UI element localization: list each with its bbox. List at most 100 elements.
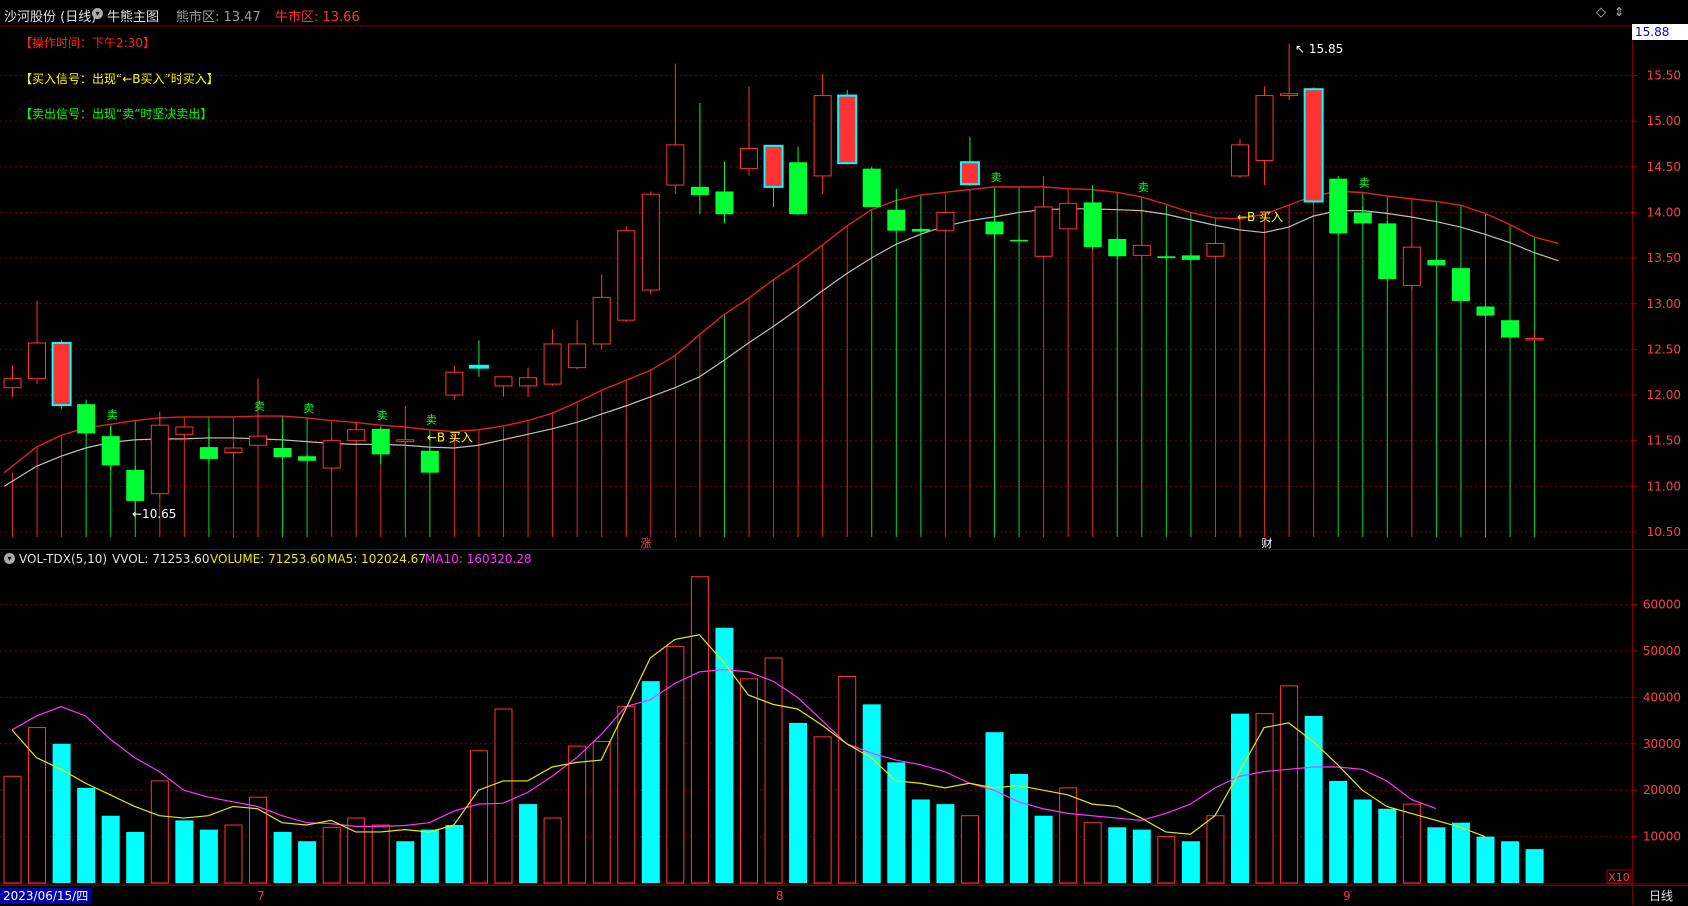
volume-bar — [52, 743, 71, 883]
candle — [494, 376, 513, 397]
candle — [126, 466, 145, 519]
candle-body-highlight — [959, 161, 980, 186]
period-button[interactable]: 日线 — [1632, 887, 1688, 905]
candle — [519, 367, 538, 397]
candle — [1010, 238, 1029, 242]
volume-bar — [1501, 841, 1520, 883]
dropdown-icon[interactable]: ▾ — [92, 8, 103, 19]
volume-bar — [1451, 822, 1470, 883]
volume-bar — [1255, 713, 1274, 884]
candle — [789, 146, 808, 216]
candle-body — [175, 426, 194, 435]
price-tick-label: 15.00 — [1647, 114, 1681, 128]
volume-bar — [175, 820, 194, 883]
volume-bar — [1181, 841, 1200, 883]
sell-marker: 卖 — [107, 408, 118, 421]
candle-body — [936, 211, 955, 232]
volume-tick-label: 20000 — [1643, 783, 1681, 797]
volume-dropdown-icon[interactable]: ▾ — [4, 553, 15, 564]
candle-body-highlight — [468, 364, 489, 369]
month-label-7: 7 — [257, 889, 265, 903]
candle — [959, 136, 980, 186]
volume-bar — [494, 708, 513, 884]
candle — [1501, 319, 1520, 339]
candle-body — [273, 448, 292, 458]
candle-body — [641, 193, 660, 291]
ma10-value: MA10: 160320.28 — [425, 552, 532, 566]
candle — [1451, 267, 1470, 302]
candle-body — [1280, 93, 1299, 97]
volume-bar — [3, 775, 22, 884]
candle — [396, 406, 415, 450]
volume-bar — [347, 817, 366, 884]
candle — [1402, 244, 1421, 291]
buy-marker: ←B 买入 — [427, 430, 473, 444]
volume-indicator-name[interactable]: VOL-TDX(5,10) — [19, 552, 108, 566]
candle — [224, 442, 243, 459]
multiplier-label: X10 — [1608, 871, 1630, 884]
candle-body — [1451, 268, 1470, 302]
candle-body — [1329, 178, 1348, 234]
indicator-name[interactable]: 牛熊主图 — [107, 10, 160, 25]
candle — [740, 86, 758, 176]
volume-bar — [1476, 836, 1495, 883]
bull-zone-value: 牛市区: 13.66 — [275, 10, 360, 25]
stock-name[interactable]: 沙河股份 (日线) — [4, 10, 97, 25]
volume-bar — [249, 796, 267, 884]
candle — [322, 437, 341, 471]
candle — [1034, 175, 1053, 259]
diamond-icon[interactable]: ◇ — [1596, 5, 1606, 20]
candle — [371, 427, 390, 465]
buy-signal-note: 【买入信号：出现“←B买入”时买入】 — [20, 72, 219, 86]
candle — [837, 90, 858, 165]
volume-chart[interactable]: 10000 20000 30000 40000 50000 60000 X10 — [0, 550, 1688, 885]
candle — [813, 73, 832, 195]
expand-icon[interactable]: ⇕ — [1614, 5, 1625, 19]
candle-body-highlight — [763, 144, 784, 188]
candle-body — [150, 424, 169, 495]
candle — [887, 188, 906, 231]
volume-bar — [150, 780, 169, 884]
candle — [543, 329, 562, 386]
candle — [1206, 241, 1225, 259]
month-label-9: 9 — [1343, 889, 1351, 903]
candle-body-highlight — [51, 342, 72, 407]
candle — [911, 227, 930, 233]
event-marker-up: 涨 — [641, 537, 652, 550]
candle-body — [77, 404, 96, 434]
sell-marker: 卖 — [426, 414, 437, 427]
candle-body — [101, 436, 120, 466]
candle-body — [592, 296, 611, 345]
candle-body — [1059, 202, 1078, 230]
current-price-tag: 15.88 — [1632, 24, 1688, 40]
candle-body — [740, 148, 758, 170]
candle-body — [126, 469, 145, 501]
candle-body — [1157, 256, 1176, 259]
high-marker: ↖ 15.85 — [1295, 42, 1343, 56]
volume-bar — [1059, 787, 1078, 884]
candle-body — [862, 168, 881, 207]
sell-marker: 卖 — [1359, 176, 1370, 189]
candle-body — [519, 377, 538, 387]
price-tick-label: 11.00 — [1647, 479, 1681, 493]
volume-bar — [445, 825, 464, 883]
candle — [1280, 43, 1299, 101]
volume-bar — [224, 824, 243, 884]
price-chart[interactable]: 10.50 11.00 11.50 12.00 12.50 13.00 13.50 14.00… — [0, 0, 1688, 550]
candle-body — [1427, 259, 1446, 266]
volume-bar — [592, 740, 611, 884]
volume-bar — [77, 787, 96, 883]
volume-bar — [126, 831, 145, 883]
candle — [199, 427, 218, 464]
candle — [468, 340, 489, 377]
candle — [690, 102, 709, 215]
candle — [1059, 201, 1078, 230]
candle-body — [666, 144, 685, 186]
candle-body — [1132, 244, 1151, 256]
candle — [1108, 237, 1127, 260]
volume-bar — [715, 627, 734, 883]
candle-body — [1378, 223, 1397, 280]
price-tick-label: 13.00 — [1647, 297, 1681, 311]
candle — [77, 399, 96, 437]
candle-body — [789, 162, 808, 215]
